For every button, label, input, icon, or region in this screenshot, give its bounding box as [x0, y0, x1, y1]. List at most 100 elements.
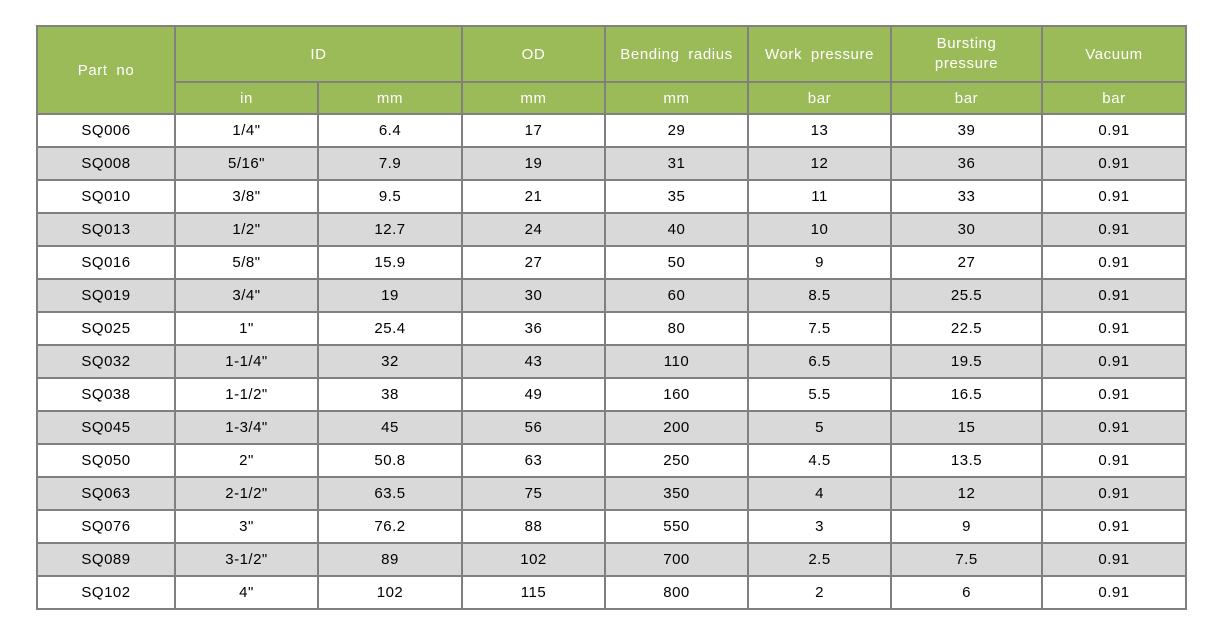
cell-bending-radius-mm: 160	[604, 377, 750, 412]
cell-id-mm: 50.8	[316, 443, 464, 478]
cell-id-mm: 38	[316, 377, 464, 412]
table-header: Part no ID OD Bending radius Work pressu…	[36, 25, 1188, 115]
table-row: SQ050 2" 50.8 63 250 4.5 13.5 0.91	[36, 443, 1188, 478]
cell-bending-radius-mm: 800	[604, 575, 750, 610]
table-row: SQ063 2-1/2" 63.5 75 350 4 12 0.91	[36, 476, 1188, 511]
cell-bursting-pressure-bar: 13.5	[890, 443, 1044, 478]
cell-bending-radius-mm: 700	[604, 542, 750, 577]
cell-bursting-pressure-bar: 33	[890, 179, 1044, 214]
table-row: SQ045 1-3/4" 45 56 200 5 15 0.91	[36, 410, 1188, 445]
cell-id-in: 5/8"	[174, 245, 319, 280]
cell-vacuum-bar: 0.91	[1041, 542, 1188, 577]
cell-work-pressure-bar: 9	[747, 245, 893, 280]
table-row: SQ008 5/16" 7.9 19 31 12 36 0.91	[36, 146, 1188, 181]
cell-vacuum-bar: 0.91	[1041, 344, 1188, 379]
cell-part-no: SQ019	[36, 278, 176, 313]
cell-part-no: SQ045	[36, 410, 176, 445]
cell-part-no: SQ076	[36, 509, 176, 544]
cell-bending-radius-mm: 35	[604, 179, 750, 214]
cell-id-mm: 102	[316, 575, 464, 610]
cell-bending-radius-mm: 29	[604, 113, 750, 148]
cell-bursting-pressure-bar: 27	[890, 245, 1044, 280]
header-row-labels: Part no ID OD Bending radius Work pressu…	[36, 25, 1188, 115]
table-row: SQ089 3-1/2" 89 102 700 2.5 7.5 0.91	[36, 542, 1188, 577]
cell-bursting-pressure-bar: 30	[890, 212, 1044, 247]
header-bursting-pressure: Bursting pressure	[890, 25, 1044, 83]
table-row: SQ038 1-1/2" 38 49 160 5.5 16.5 0.91	[36, 377, 1188, 412]
header-vacuum: Vacuum	[1041, 25, 1188, 83]
header-od: OD	[461, 25, 607, 83]
cell-bursting-pressure-bar: 6	[890, 575, 1044, 610]
cell-vacuum-bar: 0.91	[1041, 245, 1188, 280]
table-row: SQ013 1/2" 12.7 24 40 10 30 0.91	[36, 212, 1188, 247]
cell-id-in: 5/16"	[174, 146, 319, 181]
cell-bursting-pressure-bar: 9	[890, 509, 1044, 544]
unit-id-in: in	[174, 81, 319, 115]
table-row: SQ076 3" 76.2 88 550 3 9 0.91	[36, 509, 1188, 544]
cell-bending-radius-mm: 50	[604, 245, 750, 280]
cell-work-pressure-bar: 2.5	[747, 542, 893, 577]
cell-work-pressure-bar: 13	[747, 113, 893, 148]
cell-id-mm: 25.4	[316, 311, 464, 346]
cell-vacuum-bar: 0.91	[1041, 311, 1188, 346]
header-bending-radius: Bending radius	[604, 25, 750, 83]
cell-bursting-pressure-bar: 16.5	[890, 377, 1044, 412]
cell-id-in: 3/4"	[174, 278, 319, 313]
cell-id-mm: 7.9	[316, 146, 464, 181]
cell-bending-radius-mm: 350	[604, 476, 750, 511]
cell-od-mm: 24	[461, 212, 607, 247]
cell-id-mm: 76.2	[316, 509, 464, 544]
cell-bursting-pressure-bar: 22.5	[890, 311, 1044, 346]
cell-vacuum-bar: 0.91	[1041, 509, 1188, 544]
cell-id-mm: 63.5	[316, 476, 464, 511]
cell-id-mm: 6.4	[316, 113, 464, 148]
cell-part-no: SQ032	[36, 344, 176, 379]
cell-od-mm: 19	[461, 146, 607, 181]
cell-id-mm: 32	[316, 344, 464, 379]
header-row-units: in mm mm mm bar bar bar	[37, 81, 1188, 115]
cell-od-mm: 88	[461, 509, 607, 544]
cell-od-mm: 27	[461, 245, 607, 280]
unit-work-bar: bar	[747, 81, 893, 115]
cell-bending-radius-mm: 550	[604, 509, 750, 544]
cell-part-no: SQ008	[36, 146, 176, 181]
cell-bursting-pressure-bar: 25.5	[890, 278, 1044, 313]
cell-od-mm: 36	[461, 311, 607, 346]
cell-vacuum-bar: 0.91	[1041, 146, 1188, 181]
cell-bursting-pressure-bar: 36	[890, 146, 1044, 181]
table-row: SQ019 3/4" 19 30 60 8.5 25.5 0.91	[36, 278, 1188, 313]
cell-work-pressure-bar: 4	[747, 476, 893, 511]
cell-id-in: 1-1/2"	[174, 377, 319, 412]
cell-id-mm: 89	[316, 542, 464, 577]
unit-id-mm: mm	[316, 81, 464, 115]
cell-vacuum-bar: 0.91	[1041, 476, 1188, 511]
cell-od-mm: 75	[461, 476, 607, 511]
cell-work-pressure-bar: 3	[747, 509, 893, 544]
table-row: SQ025 1" 25.4 36 80 7.5 22.5 0.91	[36, 311, 1188, 346]
cell-vacuum-bar: 0.91	[1041, 278, 1188, 313]
cell-vacuum-bar: 0.91	[1041, 113, 1188, 148]
cell-bending-radius-mm: 80	[604, 311, 750, 346]
unit-bending-mm: mm	[604, 81, 750, 115]
cell-bursting-pressure-bar: 15	[890, 410, 1044, 445]
table-row: SQ102 4" 102 115 800 2 6 0.91	[36, 575, 1188, 610]
cell-work-pressure-bar: 12	[747, 146, 893, 181]
cell-od-mm: 17	[461, 113, 607, 148]
cell-vacuum-bar: 0.91	[1041, 377, 1188, 412]
cell-id-mm: 45	[316, 410, 464, 445]
cell-work-pressure-bar: 10	[747, 212, 893, 247]
cell-vacuum-bar: 0.91	[1041, 212, 1188, 247]
cell-bursting-pressure-bar: 12	[890, 476, 1044, 511]
cell-od-mm: 43	[461, 344, 607, 379]
table-row: SQ032 1-1/4" 32 43 110 6.5 19.5 0.91	[36, 344, 1188, 379]
header-id: ID	[173, 25, 464, 83]
cell-id-in: 3"	[174, 509, 319, 544]
cell-id-in: 2-1/2"	[174, 476, 319, 511]
cell-od-mm: 56	[461, 410, 607, 445]
cell-work-pressure-bar: 5	[747, 410, 893, 445]
cell-part-no: SQ102	[36, 575, 176, 610]
cell-vacuum-bar: 0.91	[1041, 179, 1188, 214]
table-body: SQ006 1/4" 6.4 17 29 13 39 0.91 SQ008 5/16" 7.9 19 3…	[36, 113, 1188, 610]
cell-work-pressure-bar: 5.5	[747, 377, 893, 412]
hose-spec-table: Part no ID OD Bending radius Work pressu…	[36, 25, 1188, 610]
